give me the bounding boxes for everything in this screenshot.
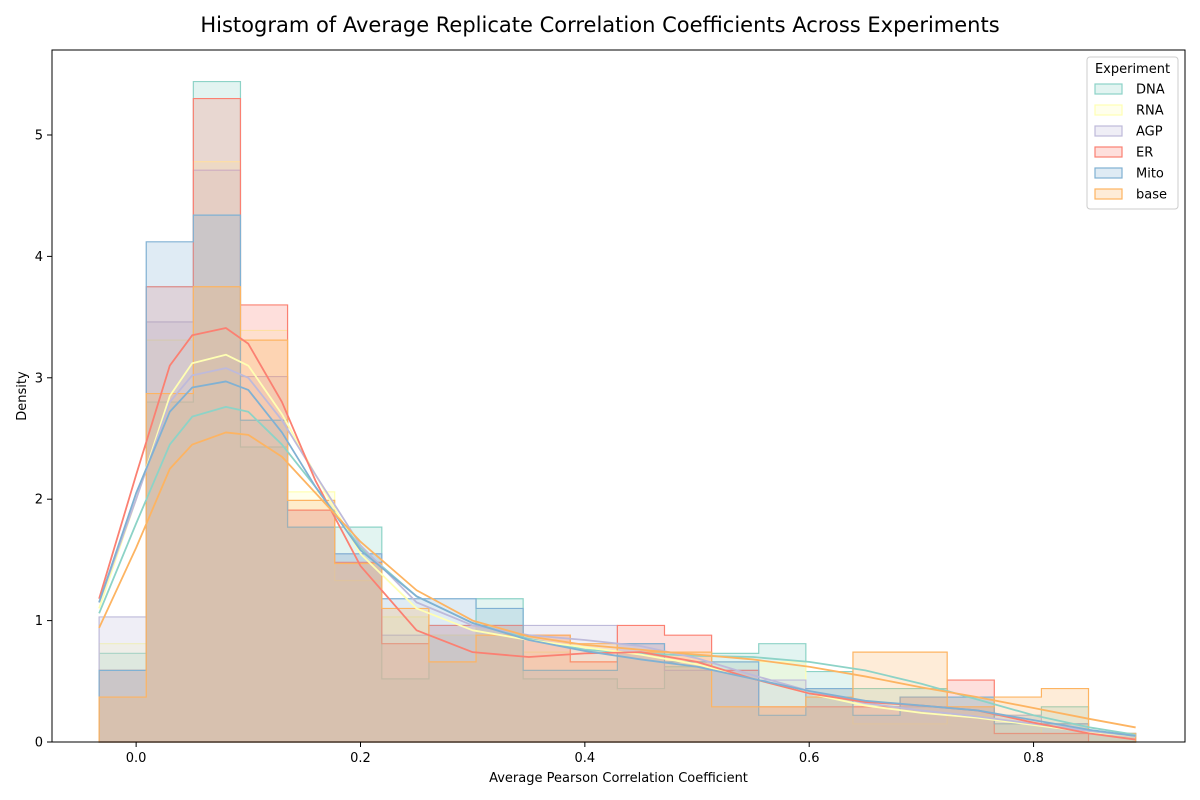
legend-title: Experiment [1095, 62, 1170, 77]
legend-swatch-mito [1094, 167, 1123, 179]
legend-label-er: ER [1136, 146, 1153, 161]
y-tick-label: 4 [35, 250, 43, 265]
x-axis: 0.0 0.2 0.4 0.6 0.8 [126, 742, 1044, 766]
plot-frame [51, 49, 1186, 743]
x-axis-label: Average Pearson Correlation Coefficient [489, 771, 748, 786]
legend-box [1086, 56, 1179, 210]
y-axis: 0 1 2 3 4 5 [35, 128, 52, 751]
legend-label-mito: Mito [1136, 167, 1164, 182]
y-tick-label: 0 [35, 736, 43, 751]
kde-line-mito [98, 380, 1136, 737]
legend-swatch-er [1094, 146, 1123, 158]
legend: Experiment DNA RNA AGP ER Mito base [1086, 56, 1179, 210]
legend-label-agp: AGP [1136, 125, 1163, 140]
x-tick-label: 0.6 [799, 751, 820, 766]
y-tick-label: 3 [35, 371, 43, 386]
x-tick-label: 0.0 [126, 751, 147, 766]
legend-swatch-dna [1094, 83, 1123, 95]
y-tick-label: 2 [35, 493, 43, 508]
x-tick-label: 0.2 [350, 751, 371, 766]
legend-swatch-rna [1094, 104, 1123, 116]
y-axis-label: Density [15, 371, 30, 421]
legend-swatch-base [1094, 188, 1123, 200]
plot-area [51, 49, 1186, 743]
legend-label-base: base [1136, 188, 1167, 203]
x-tick-label: 0.8 [1023, 751, 1044, 766]
y-tick-label: 1 [35, 614, 43, 629]
kde-line-agp [98, 367, 1136, 737]
kde-line-base [98, 431, 1136, 729]
chart-title: Histogram of Average Replicate Correlati… [200, 13, 999, 37]
legend-swatch-agp [1094, 125, 1123, 137]
legend-label-dna: DNA [1136, 83, 1165, 98]
y-tick-label: 5 [35, 128, 43, 143]
legend-label-rna: RNA [1136, 104, 1164, 119]
x-tick-label: 0.4 [575, 751, 596, 766]
kde-line-dna [98, 406, 1136, 736]
